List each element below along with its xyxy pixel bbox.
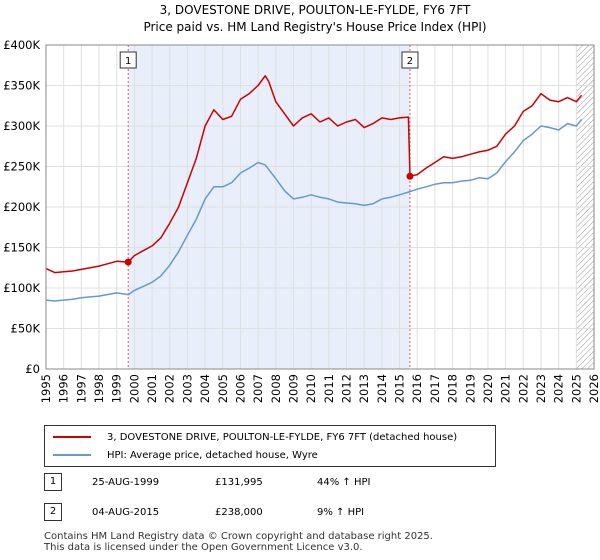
legend-item-property: 3, DOVESTONE DRIVE, POULTON-LE-FYLDE, FY… xyxy=(53,429,457,445)
x-tick-label: 2000 xyxy=(127,374,141,403)
legend-hpi-swatch xyxy=(53,454,91,456)
x-tick-label: 2022 xyxy=(516,374,530,403)
x-tick-label: 2003 xyxy=(180,374,194,403)
transaction-row: 1 25-AUG-1999 £131,995 44% ↑ HPI xyxy=(44,472,370,492)
x-tick-label: 2020 xyxy=(481,374,495,403)
transaction-row: 2 04-AUG-2015 £238,000 9% ↑ HPI xyxy=(44,502,364,522)
x-tick-label: 2015 xyxy=(393,374,407,403)
footer-copyright: Contains HM Land Registry data © Crown c… xyxy=(44,531,433,542)
legend-property-swatch xyxy=(53,436,91,438)
chart-title: 3, DOVESTONE DRIVE, POULTON-LE-FYLDE, FY… xyxy=(160,3,471,17)
x-tick-label: 2021 xyxy=(499,374,513,403)
hpi-line xyxy=(45,119,583,302)
x-tick-label: 2016 xyxy=(410,374,424,403)
footer: Contains HM Land Registry data © Crown c… xyxy=(44,531,433,553)
y-tick-label: £350K xyxy=(3,79,40,93)
transaction-hpi-change: 9% ↑ HPI xyxy=(317,506,365,518)
y-tick-label: £50K xyxy=(11,322,41,336)
x-tick-label: 1995 xyxy=(39,374,53,403)
x-tick-label: 2023 xyxy=(534,374,548,403)
transaction-label: 1 xyxy=(125,56,131,67)
transaction-marker-badge: 2 xyxy=(44,503,62,521)
x-tick-label: 2008 xyxy=(269,374,283,403)
transaction-point xyxy=(406,172,414,180)
transaction-price: £238,000 xyxy=(215,506,263,518)
x-tick-label: 1999 xyxy=(110,374,124,403)
x-tick-label: 2017 xyxy=(428,374,442,403)
transaction-point xyxy=(124,258,132,266)
y-tick-label: £150K xyxy=(3,241,40,255)
x-tick-label: 2014 xyxy=(375,374,389,403)
x-tick-label: 2025 xyxy=(569,374,583,403)
footer-licence: This data is licensed under the Open Gov… xyxy=(44,542,363,553)
plot-frame xyxy=(45,44,595,370)
transaction-hpi-change: 44% ↑ HPI xyxy=(317,476,371,488)
x-tick-label: 2002 xyxy=(163,374,177,403)
transaction-label-box xyxy=(401,51,419,69)
x-tick-label: 2011 xyxy=(322,374,336,403)
legend-hpi-label: HPI: Average price, detached house, Wyre xyxy=(107,449,318,461)
x-tick-label: 2024 xyxy=(552,374,566,403)
x-tick-label: 2004 xyxy=(198,374,212,403)
x-tick-label: 1997 xyxy=(74,374,88,403)
transaction-label-box xyxy=(119,51,137,69)
y-tick-label: £200K xyxy=(3,200,40,214)
transaction-price: £131,995 xyxy=(215,476,263,488)
x-tick-label: 1996 xyxy=(57,374,71,403)
x-tick-label: 2009 xyxy=(286,374,300,403)
x-tick-label: 2007 xyxy=(251,374,265,403)
transaction-date: 04-AUG-2015 xyxy=(92,506,160,518)
x-tick-label: 1998 xyxy=(92,374,106,403)
transaction-label: 2 xyxy=(407,56,413,67)
legend-property-label: 3, DOVESTONE DRIVE, POULTON-LE-FYLDE, FY… xyxy=(107,431,458,443)
x-tick-label: 2001 xyxy=(145,374,159,403)
x-tick-label: 2012 xyxy=(340,374,354,403)
x-tick-label: 2005 xyxy=(216,374,230,403)
transaction-marker-badge: 1 xyxy=(44,473,62,491)
transaction-date: 25-AUG-1999 xyxy=(92,476,160,488)
x-tick-label: 2018 xyxy=(446,374,460,403)
property-price-line xyxy=(45,75,583,274)
x-tick-label: 2019 xyxy=(463,374,477,403)
y-tick-label: £400K xyxy=(3,38,40,52)
y-tick-label: £250K xyxy=(3,160,40,174)
price-chart: 3, DOVESTONE DRIVE, POULTON-LE-FYLDE, FY… xyxy=(3,3,600,403)
y-tick-label: £0 xyxy=(25,362,40,376)
legend: 3, DOVESTONE DRIVE, POULTON-LE-FYLDE, FY… xyxy=(44,425,496,467)
x-tick-label: 2026 xyxy=(587,374,600,403)
x-tick-label: 2013 xyxy=(357,374,371,403)
x-tick-label: 2006 xyxy=(233,374,247,403)
y-tick-label: £100K xyxy=(3,281,40,295)
y-tick-label: £300K xyxy=(3,119,40,133)
legend-item-hpi: HPI: Average price, detached house, Wyre xyxy=(53,447,318,463)
x-tick-label: 2010 xyxy=(304,374,318,403)
chart-subtitle: Price paid vs. HM Land Registry's House … xyxy=(143,20,486,34)
